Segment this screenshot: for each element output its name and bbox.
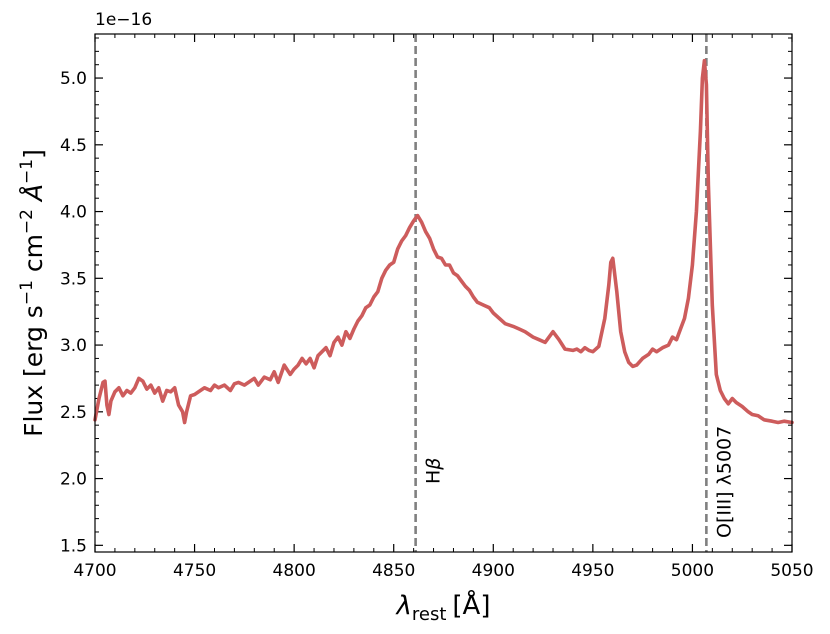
annotation-label: Hβ	[423, 458, 445, 484]
y-tick-label: 5.0	[60, 69, 87, 89]
y-label-post: ]	[19, 149, 48, 159]
x-tick-label: 4900	[472, 561, 515, 581]
y-label-exp1: −1	[17, 280, 37, 305]
annotation-label-greek: β	[423, 458, 445, 471]
axis-ticks	[94, 34, 793, 552]
y-tick-label: 2.0	[60, 470, 87, 490]
x-tick-label: 4850	[372, 561, 415, 581]
x-tick-label: 4750	[173, 561, 216, 581]
y-tick-label: 3.0	[60, 336, 87, 356]
annotation-label-base: H	[423, 470, 445, 484]
y-tick-label: 3.5	[60, 269, 87, 289]
x-tick-label: 4700	[73, 561, 116, 581]
x-tick-label: 4800	[273, 561, 316, 581]
x-tick-label: 5050	[770, 561, 813, 581]
x-axis-label: λrest [Å]	[395, 589, 491, 625]
annotation-label: O[III] λ5007	[713, 426, 735, 538]
y-tick-label: 4.5	[60, 136, 87, 156]
x-tick-label: 4950	[571, 561, 614, 581]
x-label-symbol: λ	[395, 591, 412, 621]
x-label-subscript: rest	[412, 604, 447, 625]
y-label-exp2: −2	[17, 209, 37, 234]
y-tick-label: 4.0	[60, 203, 87, 223]
y-label-mid: cm	[19, 234, 48, 280]
y-offset-label: 1e−16	[95, 10, 152, 30]
y-label-exp3: −1	[17, 159, 37, 184]
y-tick-label: 2.5	[60, 403, 87, 423]
x-label-unit: [Å]	[452, 589, 490, 621]
y-label-mid2: Å	[19, 184, 48, 209]
y-tick-label: 1.5	[60, 536, 87, 556]
tick-labels: 4700 4750 4800 4850 4900 4950 5000 5050 1.5 2.0 2.…	[60, 69, 814, 581]
plot-frame	[94, 33, 793, 553]
y-axis-label: Flux [erg s−1 cm−2 Å−1]	[17, 149, 48, 437]
series-layer	[93, 58, 794, 425]
spectrum-line	[93, 58, 794, 425]
x-tick-label: 5000	[671, 561, 714, 581]
y-label-pre: Flux [erg s	[19, 305, 48, 437]
